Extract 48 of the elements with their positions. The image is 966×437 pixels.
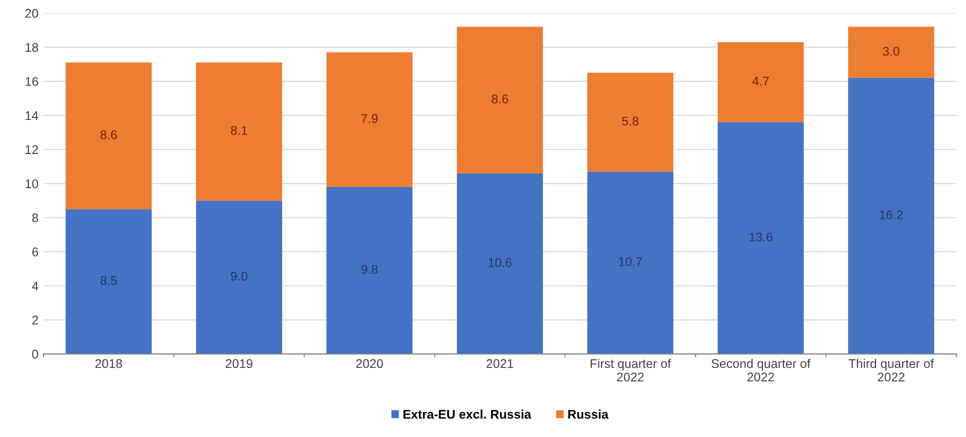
x-tick-label: 2021: [486, 359, 514, 368]
x-tick-label: Third quarter of 2022: [848, 358, 934, 382]
bar: [456, 173, 543, 354]
bar: [326, 52, 413, 187]
data-label: 5.8: [622, 116, 638, 126]
y-tick-label: 6: [32, 248, 38, 256]
y-tick-label: 0: [32, 350, 38, 359]
bar: [456, 26, 543, 174]
y-tick-label: 10: [26, 179, 38, 188]
bar: [66, 62, 152, 210]
y-tick-label: 20: [25, 8, 38, 18]
data-label: 10.6: [488, 258, 512, 267]
x-tick-label: 2018: [95, 359, 122, 368]
data-label: 8.1: [230, 126, 248, 135]
x-tick-label: First quarter of 2022: [590, 358, 671, 382]
bar: [718, 122, 804, 354]
data-label: 9.0: [230, 272, 248, 281]
data-label: 7.9: [361, 114, 378, 123]
x-tick-label: 2020: [356, 359, 383, 368]
bar: [66, 209, 152, 354]
data-label: 4.7: [752, 76, 769, 86]
bar: [718, 42, 804, 122]
y-tick-label: 16: [26, 77, 38, 86]
bar: [587, 172, 674, 354]
y-tick-label: 4: [32, 282, 38, 290]
data-label: 13.6: [750, 232, 772, 242]
bar: [196, 62, 282, 201]
y-tick-label: 14: [26, 111, 38, 120]
y-tick-label: 18: [26, 42, 38, 52]
x-tick-label: Second quarter of 2022: [712, 358, 810, 382]
bar: [587, 72, 674, 172]
data-label: 16.2: [880, 210, 903, 220]
legend-label: Extra-EU excl. Russia: [403, 410, 532, 419]
y-tick-label: 8: [32, 213, 38, 222]
legend-label: Russia: [568, 410, 608, 419]
y-tick-label: 12: [26, 145, 38, 154]
data-label: 9.8: [361, 264, 378, 274]
bar: [848, 26, 934, 78]
bar: [848, 78, 934, 354]
bar: [196, 200, 282, 354]
data-label: 8.6: [100, 130, 117, 140]
data-label: 8.6: [492, 94, 508, 104]
bar: [326, 186, 413, 354]
data-label: 10.7: [619, 257, 642, 266]
y-tick-label: 2: [32, 316, 38, 324]
data-label: 3.0: [882, 46, 900, 56]
x-tick-label: 2019: [226, 359, 252, 368]
data-label: 8.5: [100, 276, 117, 285]
